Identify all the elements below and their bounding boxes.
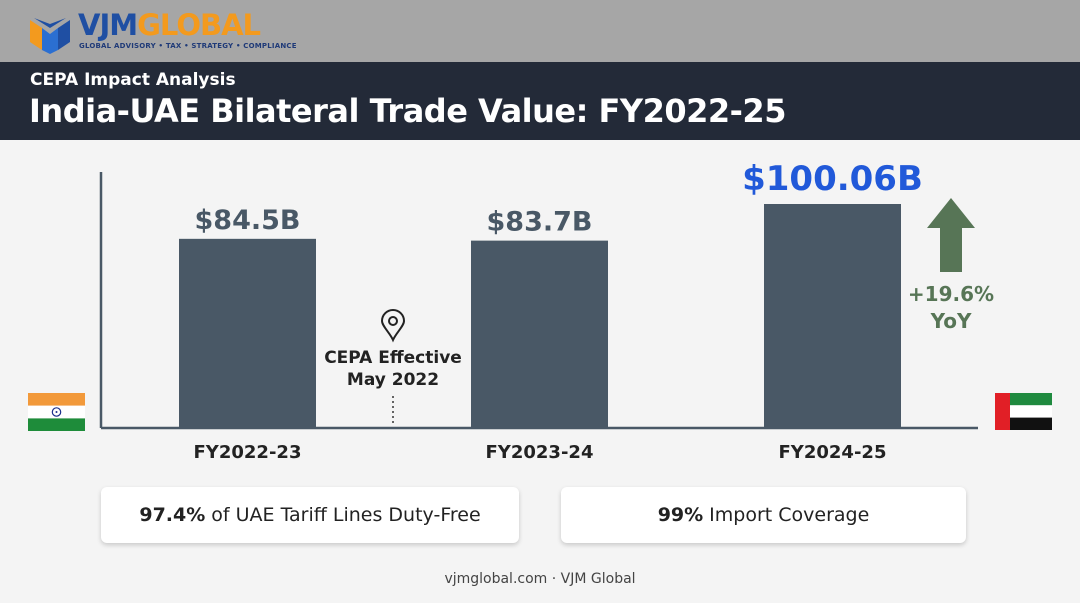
x-tick-label: FY2024-25	[779, 442, 887, 463]
x-tick-label: FY2023-24	[486, 442, 594, 463]
trade-bar-chart: $84.5B FY2022-23 $83.7B FY2023-24 $100.06B FY…	[0, 140, 1080, 480]
data-label: $84.5B	[195, 205, 301, 236]
data-label: $83.7B	[487, 207, 593, 238]
bar-fy2022-23	[179, 238, 316, 428]
chart-svg: $84.5B FY2022-23 $83.7B FY2023-24 $100.06B FY…	[99, 159, 994, 463]
india-flag-icon	[28, 393, 85, 431]
data-label: $100.06B	[742, 159, 923, 199]
x-tick-label: FY2022-23	[194, 442, 302, 463]
brand-tagline: GLOBAL ADVISORY • TAX • STRATEGY • COMPL…	[79, 42, 297, 50]
cepa-annotation-line2: May 2022	[347, 370, 439, 390]
stat-text: of UAE Tariff Lines Duty-Free	[211, 504, 481, 526]
logo-mark-icon	[30, 18, 70, 54]
stat-value: 97.4%	[139, 504, 206, 526]
page-title: India-UAE Bilateral Trade Value: FY2022-…	[29, 92, 786, 130]
brand-name: VJMGLOBAL	[78, 8, 261, 42]
page-subtitle: CEPA Impact Analysis	[30, 70, 236, 90]
stat-text: Import Coverage	[709, 504, 870, 526]
growth-up-arrow-icon	[927, 198, 975, 272]
bar-fy2024-25	[764, 204, 901, 428]
uae-flag-icon	[995, 393, 1052, 430]
header-banner: CEPA Impact Analysis India-UAE Bilateral…	[0, 62, 1080, 140]
footer-text: vjmglobal.com · VJM Global	[444, 571, 636, 587]
location-pin-dot	[388, 316, 398, 326]
bar-fy2023-24	[471, 240, 608, 428]
vjm-global-logo: VJMGLOBAL GLOBAL ADVISORY • TAX • STRATE…	[28, 8, 297, 54]
top-bar: VJMGLOBAL GLOBAL ADVISORY • TAX • STRATE…	[0, 0, 1080, 62]
stat-card-import-coverage: 99% Import Coverage	[561, 487, 966, 543]
cepa-annotation-line1: CEPA Effective	[324, 348, 462, 368]
yoy-change-value: +19.6%	[908, 282, 994, 306]
stat-card-duty-free: 97.4% of UAE Tariff Lines Duty-Free	[101, 487, 519, 543]
location-pin-icon	[380, 309, 406, 343]
yoy-change-label: YoY	[930, 309, 972, 333]
stat-value: 99%	[657, 504, 704, 526]
